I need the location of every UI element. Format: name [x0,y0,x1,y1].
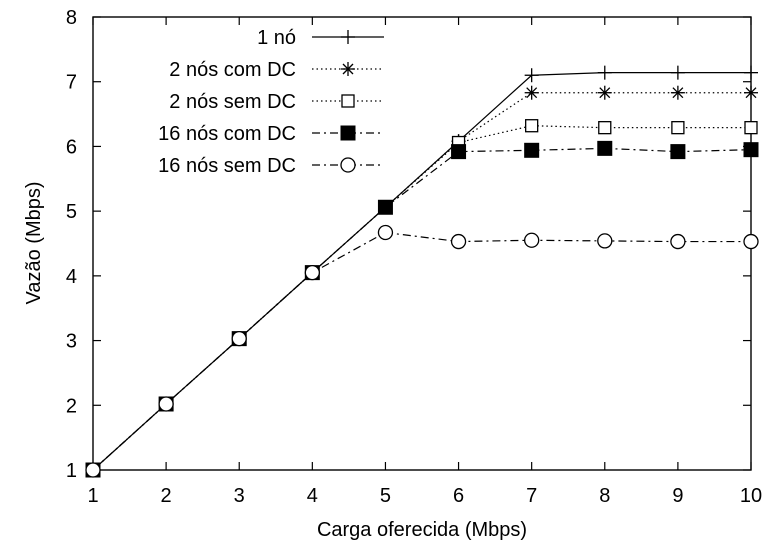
marker-shape [451,144,467,160]
data-point-series-5 [597,233,613,249]
marker-stroke [745,87,757,99]
data-point-series-5 [743,233,759,250]
marker-shape [340,157,356,173]
data-point-series-5 [158,396,174,412]
marker-stroke [599,87,611,99]
data-point-series-4 [743,142,759,158]
data-point-series-1 [597,65,612,80]
data-point-series-2 [744,85,758,100]
marker-stroke [342,63,354,75]
marker-shape [671,121,685,135]
data-point-series-5 [85,462,101,478]
x-tick-label: 10 [740,485,762,507]
axis-ticks: 1 2 3 4 5 6 7 8 9 10 1 2 3 4 5 6 7 8 [66,7,762,507]
x-tick-label: 4 [307,485,318,507]
series-lines [92,72,752,471]
marker-shape [341,94,355,108]
x-tick-label: 5 [380,485,391,507]
marker-shape [670,233,686,250]
marker-stroke [526,87,538,99]
x-axis-title: Carga oferecida (Mbps) [317,519,527,541]
data-point-series-5 [450,233,467,250]
marker-shape [524,232,540,248]
marker-shape [377,224,394,241]
data-point-series-2 [670,85,685,100]
data-point-series-2 [524,85,539,100]
legend-marker-2 [341,62,355,76]
marker-shape [450,233,467,250]
x-tick-label: 8 [599,485,610,507]
legend-label-3: 2 nós sem DC [169,91,296,113]
x-tick-label: 9 [672,485,683,507]
legend-marker-3 [341,94,355,108]
data-point-series-2 [597,85,612,100]
data-point-series-5 [377,224,394,241]
data-point-series-3 [744,121,758,135]
legend: 1 nó 2 nós com DC 2 nós sem DC 16 nós com D… [158,27,384,177]
y-tick-label: 3 [66,331,77,353]
data-point-series-4 [377,199,393,215]
data-point-series-5 [524,232,540,248]
plot-frame [92,16,752,471]
series-markers [85,65,759,478]
data-point-series-1 [524,68,539,83]
y-axis-title: Vazão (Mbps) [23,181,45,304]
y-tick-label: 2 [66,395,77,417]
y-tick-label: 6 [66,136,77,158]
marker-shape [743,142,759,158]
data-point-series-3 [525,119,539,133]
data-point-series-3 [598,121,612,135]
marker-shape [158,396,174,412]
x-tick-label: 6 [453,485,464,507]
legend-marker-1 [341,30,355,44]
legend-label-2: 2 nós com DC [169,59,296,81]
marker-shape [744,121,758,135]
marker-shape [85,462,101,478]
legend-label-1: 1 nó [257,27,296,49]
marker-stroke [672,87,684,99]
series-line-4 [92,147,752,471]
data-point-series-5 [670,233,686,250]
legend-marker-5 [340,157,356,173]
legend-label-4: 16 nós com DC [158,123,296,145]
marker-shape [231,330,247,347]
y-tick-label: 4 [66,266,77,288]
y-tick-label: 7 [66,72,77,94]
x-tick-label: 3 [234,485,245,507]
x-tick-label: 7 [526,485,537,507]
data-point-series-4 [524,142,540,158]
marker-shape [340,125,356,141]
marker-shape [597,140,613,156]
data-point-series-1 [744,65,758,80]
data-point-series-4 [451,144,467,160]
marker-shape [377,199,393,215]
series-line-2 [92,92,751,471]
data-point-series-1 [670,65,685,80]
series-line-5 [92,231,751,471]
data-point-series-3 [671,121,685,135]
data-point-series-5 [304,264,320,281]
data-point-series-4 [597,140,613,156]
marker-shape [597,233,613,249]
data-point-series-4 [670,144,686,160]
data-point-series-5 [231,330,247,347]
y-tick-label: 5 [66,201,77,223]
y-tick-label: 8 [66,7,77,29]
marker-shape [525,119,539,133]
marker-shape [670,144,686,160]
marker-shape [598,121,612,135]
series-line-3 [92,125,751,471]
marker-shape [304,264,320,281]
legend-label-5: 16 nós sem DC [158,155,296,177]
x-tick-label: 2 [161,485,172,507]
marker-shape [743,233,759,250]
marker-shape [524,142,540,158]
y-tick-label: 1 [66,460,77,482]
x-tick-label: 1 [87,485,98,507]
legend-marker-4 [340,125,356,141]
